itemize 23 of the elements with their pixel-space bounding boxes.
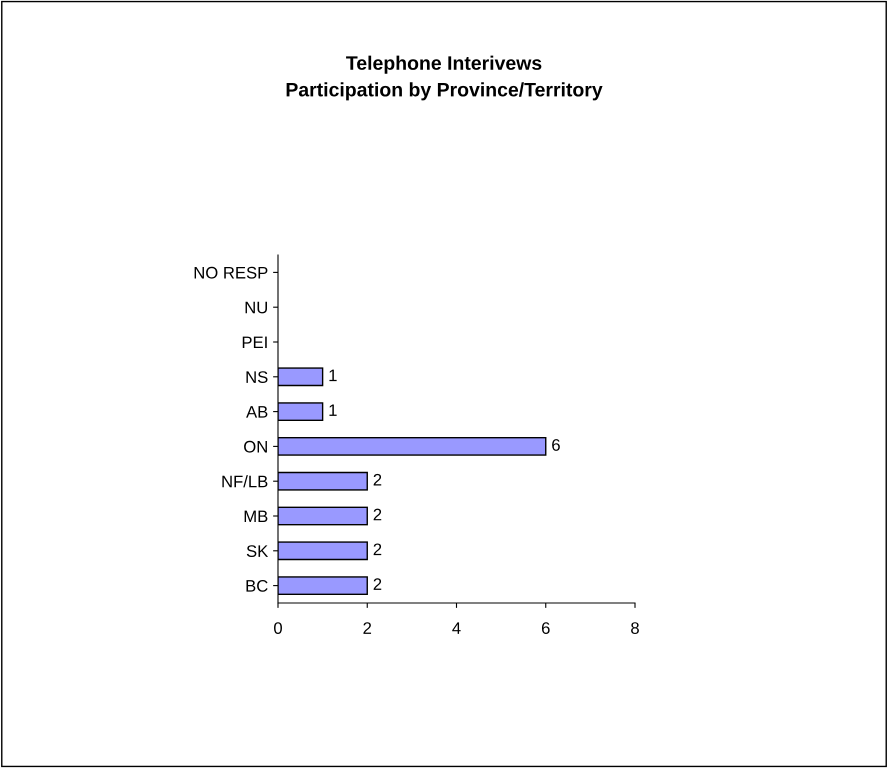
y-tick-label: NO RESP	[194, 266, 268, 279]
data-label: 1	[329, 370, 337, 382]
y-tick-label: NF/LB	[222, 475, 268, 488]
data-label: 1	[329, 404, 337, 416]
x-tick-label: 8	[631, 622, 639, 634]
data-label: 2	[374, 543, 382, 556]
y-tick-label: PEI	[242, 336, 267, 348]
chart-title: Telephone Interivews Participation by Province/Territory	[286, 56, 603, 100]
x-tick-label: 0	[274, 622, 282, 634]
y-tick-label: BC	[246, 580, 268, 592]
y-tick-label: ON	[244, 440, 267, 453]
x-tick-label: 6	[542, 622, 550, 634]
data-label: 2	[374, 508, 382, 520]
y-tick-label: SK	[246, 545, 268, 558]
data-label: 2	[374, 474, 382, 486]
y-tick-label: AB	[246, 406, 268, 418]
data-label: 2	[374, 578, 382, 590]
y-tick-label: NS	[246, 371, 268, 384]
y-tick-label: NU	[246, 302, 267, 314]
x-tick-label: 2	[363, 622, 372, 634]
x-tick-label: 4	[452, 622, 461, 634]
data-label: 6	[552, 439, 560, 451]
y-tick-label: MB	[244, 510, 268, 522]
